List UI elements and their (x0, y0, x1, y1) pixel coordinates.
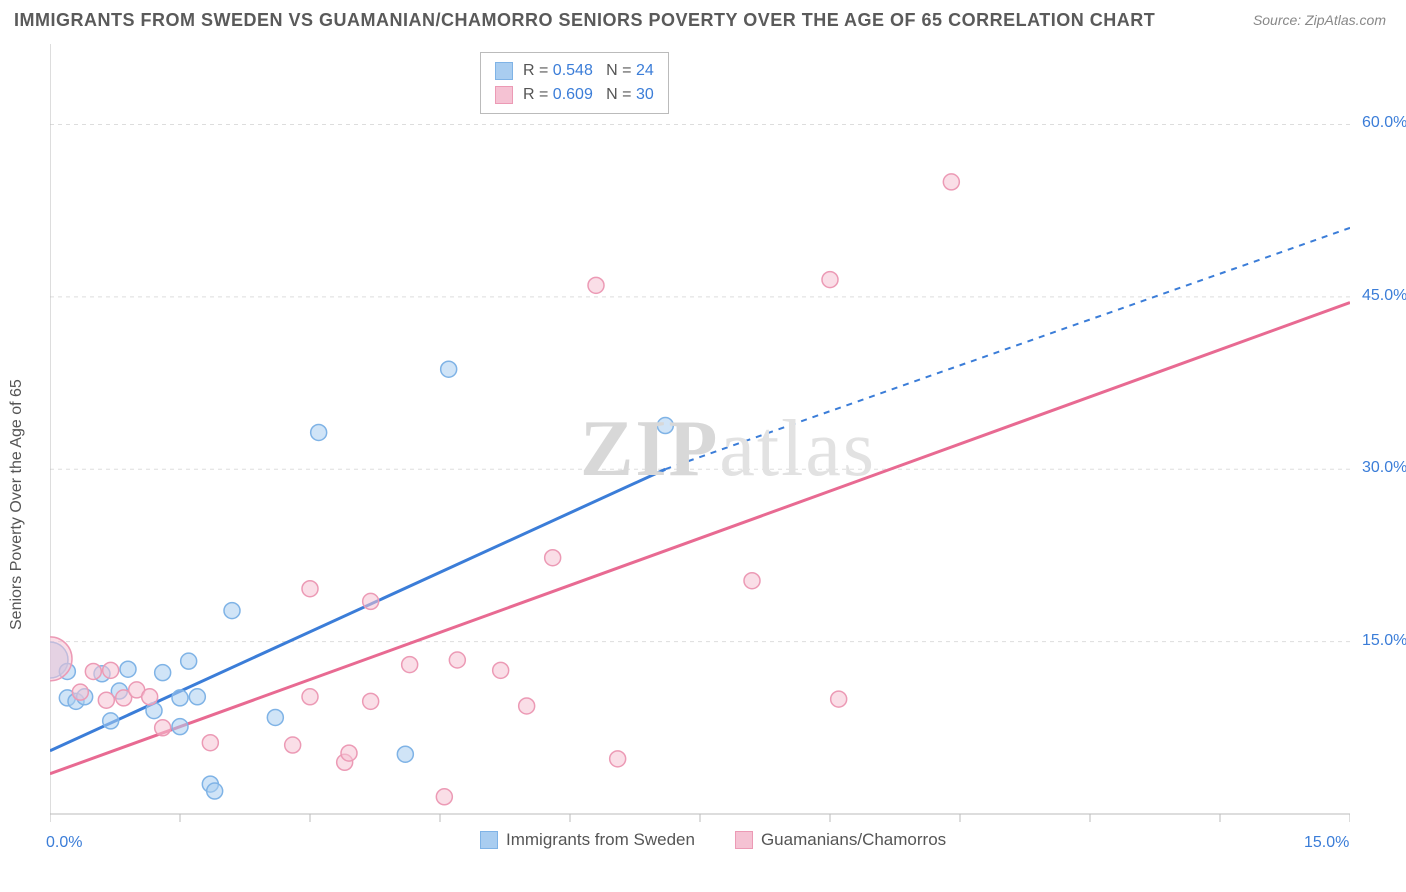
chart-area: R = 0.548 N = 24R = 0.609 N = 30 ZIPatla… (50, 44, 1350, 814)
y-tick-label: 60.0% (1362, 114, 1406, 132)
legend-label: Guamanians/Chamorros (761, 830, 946, 850)
x-tick-label: 0.0% (46, 834, 82, 852)
chart-svg (50, 44, 1350, 854)
legend-item: Guamanians/Chamorros (735, 830, 946, 850)
legend-swatch (735, 831, 753, 849)
legend-correlation: R = 0.548 N = 24R = 0.609 N = 30 (480, 52, 669, 114)
legend-label: Immigrants from Sweden (506, 830, 695, 850)
source-attribution: Source: ZipAtlas.com (1253, 12, 1386, 28)
legend-swatch (480, 831, 498, 849)
legend-stats: R = 0.548 N = 24 (523, 59, 654, 83)
y-tick-label: 30.0% (1362, 459, 1406, 477)
chart-title: IMMIGRANTS FROM SWEDEN VS GUAMANIAN/CHAM… (14, 10, 1155, 31)
y-axis-label: Seniors Poverty Over the Age of 65 (8, 379, 26, 630)
legend-item: Immigrants from Sweden (480, 830, 695, 850)
x-tick-label: 15.0% (1304, 834, 1349, 852)
legend-swatch (495, 62, 513, 80)
y-tick-label: 15.0% (1362, 632, 1406, 650)
legend-stats: R = 0.609 N = 30 (523, 83, 654, 107)
legend-series: Immigrants from Sweden Guamanians/Chamorr… (480, 830, 946, 850)
legend-swatch (495, 86, 513, 104)
y-tick-label: 45.0% (1362, 287, 1406, 305)
